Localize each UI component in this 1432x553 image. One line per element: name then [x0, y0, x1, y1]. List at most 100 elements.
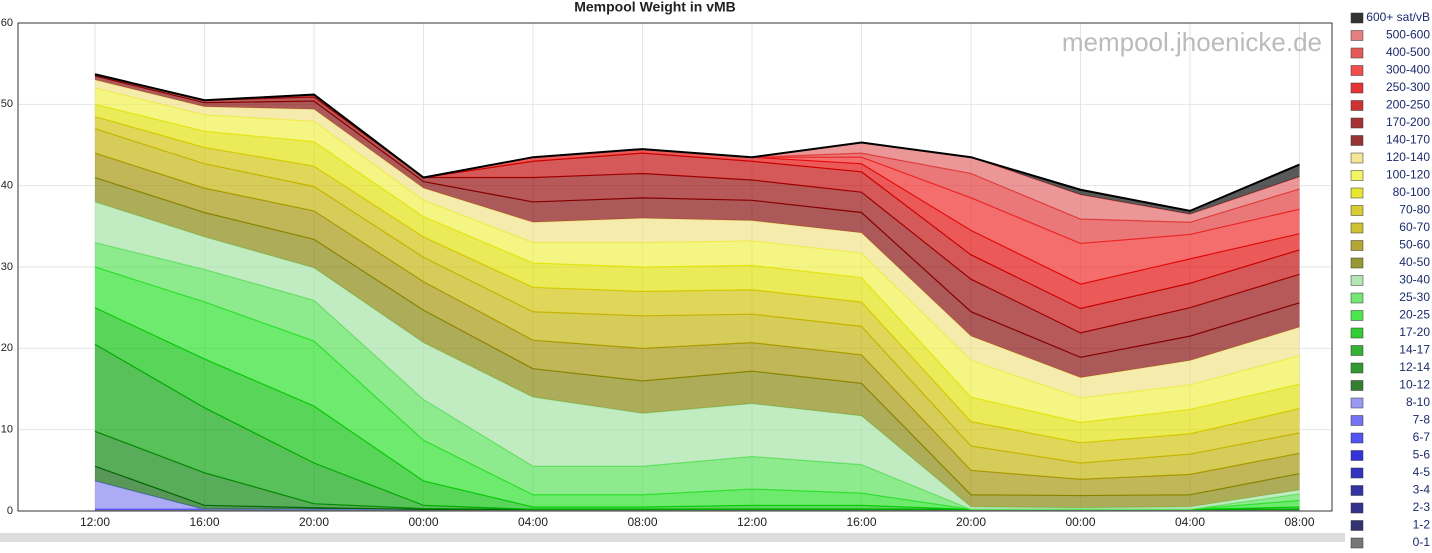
- legend-label: 10-12: [1399, 378, 1430, 392]
- legend-label: 6-7: [1413, 430, 1431, 444]
- legend-swatch: [1350, 467, 1364, 479]
- area: [95, 431, 1300, 510]
- area-edge: [94, 73, 1300, 334]
- legend-swatch: [1350, 520, 1364, 531]
- y-tick-label: 40: [1, 180, 13, 192]
- x-tick-label: 16:00: [846, 515, 876, 529]
- y-tick-label: 60: [1, 17, 13, 29]
- legend-swatch: [1350, 135, 1364, 146]
- legend-label: 140-170: [1386, 133, 1430, 147]
- legend-swatch: [1350, 362, 1364, 374]
- legend-swatch: [1350, 275, 1364, 286]
- legend-swatch: [1350, 380, 1364, 391]
- area: [95, 74, 1300, 285]
- legend-swatch: [1350, 485, 1364, 496]
- y-tick-label: 50: [1, 98, 13, 110]
- x-tick-label: 00:00: [408, 515, 438, 529]
- chart-title: Mempool Weight in vMB: [574, 0, 736, 15]
- x-tick-label: 00:00: [1065, 515, 1095, 529]
- legend-label: 70-80: [1399, 203, 1430, 217]
- legend-label: 300-400: [1386, 63, 1430, 77]
- legend-label: 7-8: [1413, 413, 1431, 427]
- legend-swatch: [1350, 117, 1364, 129]
- area: [95, 74, 1300, 358]
- x-tick-label: 20:00: [956, 515, 986, 529]
- legend-label: 3-4: [1413, 483, 1431, 497]
- area: [95, 116, 1300, 464]
- area: [95, 74, 1300, 244]
- legend-label: 80-100: [1393, 185, 1431, 199]
- legend-swatch: [1350, 397, 1364, 409]
- legend-label: 1-2: [1413, 518, 1431, 532]
- legend-label: 2-3: [1413, 500, 1431, 514]
- legend-swatch: [1350, 170, 1364, 181]
- legend-swatch: [1350, 415, 1364, 426]
- legend-label: 400-500: [1386, 45, 1430, 59]
- legend-swatch: [1350, 310, 1364, 321]
- legend-swatch: [1350, 327, 1364, 339]
- area: [95, 267, 1300, 510]
- y-tick-label: 30: [1, 261, 13, 273]
- legend-swatch: [1350, 100, 1364, 111]
- x-tick-label: 08:00: [627, 515, 657, 529]
- x-tick-label: 04:00: [1175, 515, 1205, 529]
- x-tick-label: 20:00: [299, 515, 329, 529]
- area: [95, 104, 1300, 443]
- legend-label: 60-70: [1399, 220, 1430, 234]
- legend-label: 8-10: [1406, 395, 1430, 409]
- legend-label: 600+ sat/vB: [1366, 10, 1430, 24]
- legend-swatch: [1350, 12, 1364, 24]
- legend-label: 50-60: [1399, 238, 1430, 252]
- scrollbar[interactable]: [0, 533, 1345, 542]
- legend-label: 20-25: [1399, 308, 1430, 322]
- legend-swatch: [1350, 240, 1364, 251]
- areas: [94, 73, 1300, 511]
- legend-label: 4-5: [1413, 465, 1431, 479]
- y-tick-label: 10: [1, 424, 13, 436]
- area-edge: [94, 73, 1300, 212]
- x-tick-label: 08:00: [1284, 515, 1314, 529]
- legend-swatch: [1350, 345, 1364, 356]
- legend-label: 5-6: [1413, 448, 1431, 462]
- legend-label: 17-20: [1399, 325, 1430, 339]
- plot-frame: [17, 22, 1333, 512]
- legend-swatch: [1350, 537, 1364, 549]
- legend-swatch: [1350, 292, 1364, 304]
- area: [95, 74, 1300, 333]
- watermark: mempool.jhoenicke.de: [1062, 27, 1322, 57]
- legend-swatch: [1350, 257, 1364, 269]
- x-tick-label: 12:00: [737, 515, 767, 529]
- area: [95, 79, 1300, 398]
- legend-label: 170-200: [1386, 115, 1430, 129]
- legend-label: 100-120: [1386, 168, 1430, 182]
- legend-label: 0-1: [1413, 535, 1431, 549]
- legend-label: 500-600: [1386, 28, 1430, 42]
- legend-label: 25-30: [1399, 290, 1430, 304]
- x-tick-label: 16:00: [189, 515, 219, 529]
- legend-swatch: [1350, 30, 1364, 41]
- legend-swatch: [1350, 152, 1364, 164]
- legend-label: 12-14: [1399, 360, 1430, 374]
- legend-label: 200-250: [1386, 98, 1430, 112]
- area: [95, 74, 1300, 309]
- legend-swatch: [1350, 222, 1364, 234]
- legend-label: 14-17: [1399, 343, 1430, 357]
- x-tick-label: 04:00: [518, 515, 548, 529]
- legend-label: 40-50: [1399, 255, 1430, 269]
- legend-label: 250-300: [1386, 80, 1430, 94]
- legend-swatch: [1350, 432, 1364, 444]
- legend-swatch: [1350, 502, 1364, 514]
- legend-label: 30-40: [1399, 273, 1430, 287]
- area: [95, 75, 1300, 378]
- legend-swatch: [1350, 450, 1364, 461]
- area: [95, 88, 1300, 423]
- legend-swatch: [1350, 187, 1364, 199]
- legend-label: 120-140: [1386, 150, 1430, 164]
- legend-swatch: [1350, 205, 1364, 216]
- legend-swatch: [1350, 82, 1364, 94]
- legend-swatch: [1350, 47, 1364, 59]
- area: [95, 201, 1300, 510]
- y-tick-label: 0: [7, 505, 13, 517]
- x-tick-label: 12:00: [80, 515, 110, 529]
